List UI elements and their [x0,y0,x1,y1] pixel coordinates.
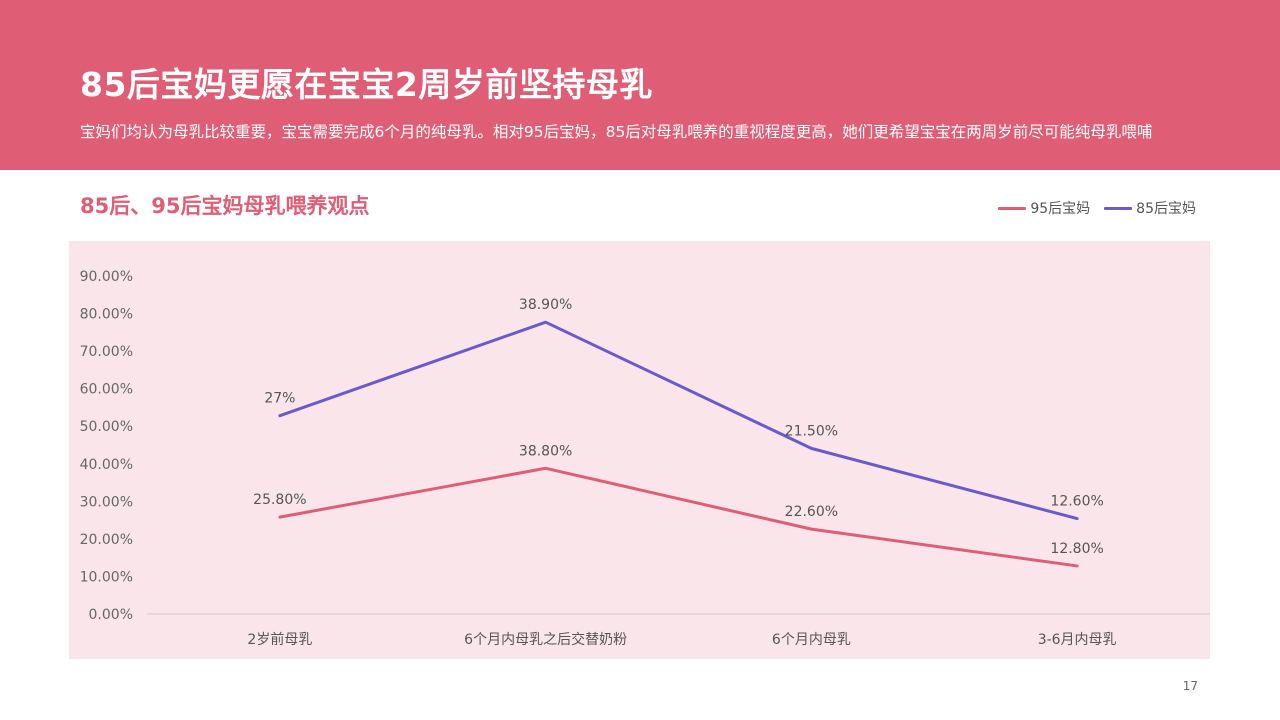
y-tick-label: 10.00% [80,569,133,585]
y-tick-label: 80.00% [80,307,133,323]
y-tick-label: 20.00% [80,532,133,548]
slide-title: 85后宝妈更愿在宝宝2周岁前坚持母乳 [80,65,653,104]
y-tick-label: 50.00% [80,419,133,435]
header-banner: 85后宝妈更愿在宝宝2周岁前坚持母乳 宝妈们均认为母乳比较重要，宝宝需要完成6个… [0,0,1280,170]
legend-swatch-85 [1104,206,1133,210]
data-label: 12.80% [1050,541,1103,557]
x-tick-label: 6个月内母乳之后交替奶粉 [464,631,627,648]
chart-title: 85后、95后宝妈母乳喂养观点 [80,194,370,218]
data-label: 27% [264,391,295,407]
data-label: 21.50% [785,423,838,439]
legend-label-95: 95后宝妈 [1030,201,1091,217]
legend-item-95: 95后宝妈 [998,198,1090,218]
y-tick-label: 60.00% [80,382,133,398]
series-line-85 [278,320,1079,521]
slide-subtitle: 宝妈们均认为母乳比较重要，宝宝需要完成6个月的纯母乳。相对95后宝妈，85后对母… [80,123,1153,141]
x-tick-label: 3-6月内母乳 [1038,632,1117,648]
chart-legend: 95后宝妈 85后宝妈 [998,198,1196,218]
y-tick-label: 0.00% [89,607,133,623]
x-tick-label: 2岁前母乳 [247,631,312,648]
y-tick-label: 40.00% [80,457,133,473]
data-label: 12.60% [1050,494,1103,510]
page-number: 17 [1182,679,1198,693]
data-label: 38.90% [519,297,572,313]
data-label: 22.60% [785,504,838,520]
legend-item-85: 85后宝妈 [1104,198,1196,218]
y-tick-label: 30.00% [80,494,133,510]
legend-swatch-95 [998,206,1027,210]
legend-label-85: 85后宝妈 [1136,201,1196,217]
data-label: 38.80% [519,443,572,459]
y-tick-label: 90.00% [80,269,133,285]
x-tick-label: 6个月内母乳 [772,632,851,648]
data-label: 25.80% [253,492,306,508]
plot-area [69,241,1210,659]
y-tick-label: 70.00% [80,344,133,360]
series-line-95 [278,466,1079,568]
